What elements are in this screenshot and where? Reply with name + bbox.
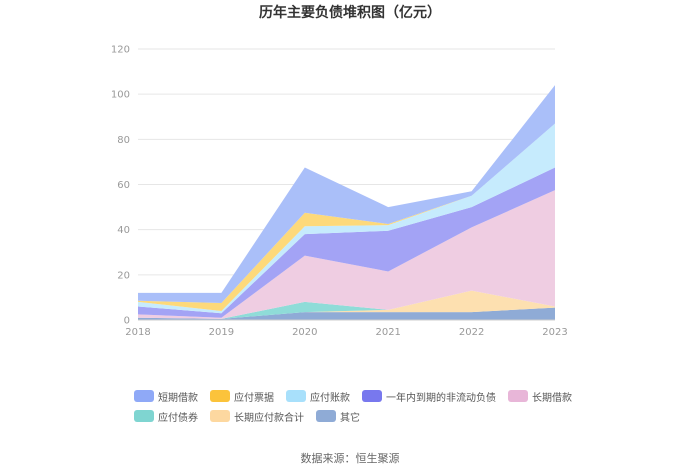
legend-swatch <box>316 410 336 422</box>
legend-label: 其它 <box>340 412 360 424</box>
legend-item-short-term-loans[interactable]: 短期借款 <box>134 388 198 404</box>
legend-label: 应付票据 <box>234 392 274 404</box>
stacked-area-chart: 0 20 40 60 80 100 120 2018 2019 2020 2021 2022 2023 <box>111 45 568 339</box>
y-tick-label: 80 <box>117 135 130 146</box>
legend-swatch <box>134 390 154 402</box>
legend-item-bonds-payable[interactable]: 应付债券 <box>134 408 198 424</box>
x-tick-label: 2018 <box>125 327 150 338</box>
x-tick-label: 2023 <box>542 327 567 338</box>
legend-label: 短期借款 <box>158 392 198 404</box>
legend-label: 一年内到期的非流动负债 <box>386 392 496 404</box>
legend-item-long-term-payables[interactable]: 长期应付款合计 <box>210 408 304 424</box>
chart-title: 历年主要负债堆积图（亿元） <box>259 5 441 21</box>
x-tick-label: 2021 <box>375 327 400 338</box>
y-tick-label: 0 <box>124 316 130 327</box>
x-tick-label: 2019 <box>209 327 234 338</box>
y-tick-label: 100 <box>111 90 130 101</box>
y-tick-label: 60 <box>117 180 130 191</box>
legend-item-accounts-payable[interactable]: 应付账款 <box>286 388 350 404</box>
legend-label: 应付账款 <box>310 392 350 404</box>
legend-item-current-portion-noncurrent[interactable]: 一年内到期的非流动负债 <box>362 388 496 404</box>
y-tick-label: 40 <box>117 225 130 236</box>
legend-swatch <box>508 390 528 402</box>
y-tick-label: 20 <box>117 270 130 281</box>
legend-swatch <box>210 390 230 402</box>
legend-item-notes-payable[interactable]: 应付票据 <box>210 388 274 404</box>
legend-item-other[interactable]: 其它 <box>316 408 360 424</box>
legend-swatch <box>286 390 306 402</box>
legend-label: 长期借款 <box>532 392 572 404</box>
x-tick-label: 2022 <box>459 327 484 338</box>
area-series <box>138 290 555 319</box>
legend-swatch <box>210 410 230 422</box>
area-series-layer <box>138 85 555 320</box>
axes: 0 20 40 60 80 100 120 2018 2019 2020 2021 2022 2023 <box>111 45 568 339</box>
area-series <box>138 190 555 319</box>
area-series <box>138 307 555 320</box>
legend-label: 长期应付款合计 <box>234 412 304 424</box>
legend-swatch <box>134 410 154 422</box>
y-tick-label: 120 <box>111 45 130 56</box>
legend-label: 应付债券 <box>158 412 198 424</box>
data-source-note: 数据来源：恒生聚源 <box>300 452 400 465</box>
area-series <box>138 85 555 304</box>
legend-swatch <box>362 390 382 402</box>
area-series <box>138 167 555 318</box>
legend: 短期借款 应付票据 应付账款 一年内到期的非流动负债 长期借款 应付债券 长期应… <box>134 388 574 424</box>
x-tick-label: 2020 <box>292 327 317 338</box>
legend-item-long-term-loans[interactable]: 长期借款 <box>508 388 572 404</box>
